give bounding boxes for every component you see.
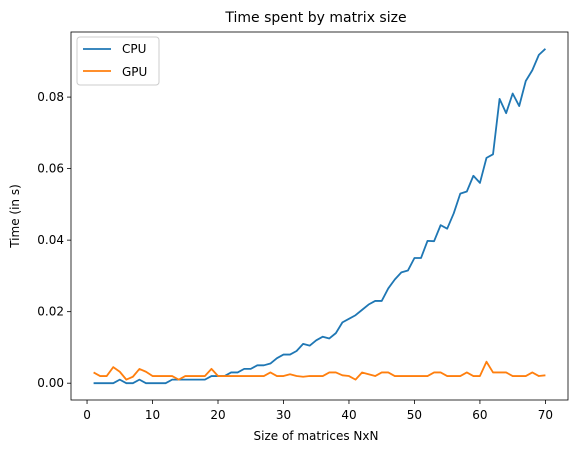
chart-title: Time spent by matrix size [224, 10, 406, 26]
y-axis-label: Time (in s) [8, 184, 22, 249]
x-tick-label: 10 [145, 408, 160, 422]
y-tick-label: 0.00 [37, 376, 64, 390]
y-tick-label: 0.04 [37, 233, 64, 247]
y-tick-label: 0.02 [37, 305, 64, 319]
x-axis-label: Size of matrices NxN [254, 429, 379, 443]
x-tick-label: 70 [538, 408, 553, 422]
legend-label-gpu: GPU [122, 65, 147, 79]
x-tick-label: 20 [210, 408, 225, 422]
x-tick-label: 60 [472, 408, 487, 422]
x-tick-label: 40 [341, 408, 356, 422]
x-axis-ticks: 0 10 20 30 40 50 60 70 [83, 400, 553, 422]
series-line-gpu [93, 360, 546, 381]
plot-area [71, 32, 568, 400]
x-tick-label: 50 [407, 408, 422, 422]
legend: CPU GPU [76, 36, 160, 86]
x-tick-label: 0 [83, 408, 91, 422]
y-tick-label: 0.06 [37, 162, 64, 176]
series-line-cpu [93, 48, 547, 385]
y-tick-label: 0.08 [37, 90, 64, 104]
series-layer [93, 48, 547, 385]
legend-label-cpu: CPU [122, 42, 146, 56]
plot-frame [70, 31, 569, 401]
y-axis-ticks: 0.00 0.02 0.04 0.06 0.08 [37, 90, 71, 390]
x-tick-label: 30 [276, 408, 291, 422]
